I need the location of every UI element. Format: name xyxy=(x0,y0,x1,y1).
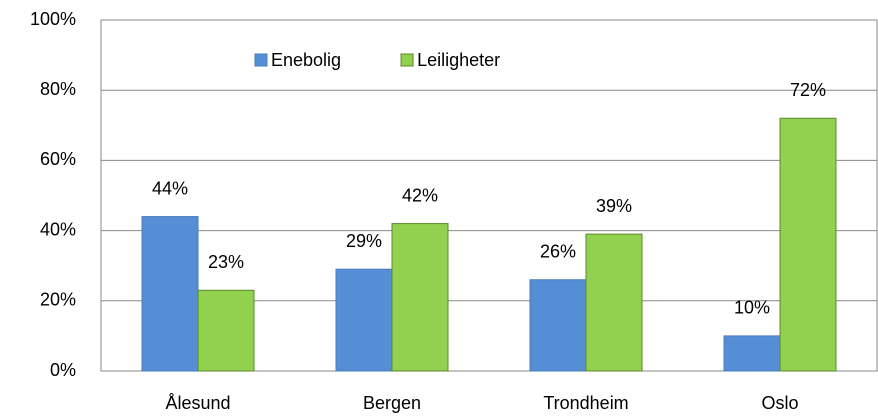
y-tick-label: 60% xyxy=(40,149,76,169)
legend-label: Enebolig xyxy=(271,50,341,70)
x-tick-label: Bergen xyxy=(363,393,421,413)
legend-label: Leiligheter xyxy=(417,50,500,70)
data-label: 29% xyxy=(346,231,382,251)
y-tick-label: 40% xyxy=(40,219,76,239)
data-label: 44% xyxy=(152,178,188,198)
bar xyxy=(335,268,393,372)
legend-swatch xyxy=(254,53,268,67)
data-label: 39% xyxy=(596,196,632,216)
data-label: 26% xyxy=(540,241,576,261)
data-label: 72% xyxy=(790,80,826,100)
bar xyxy=(141,216,199,372)
y-tick-label: 0% xyxy=(50,360,76,380)
bar xyxy=(197,289,255,372)
y-tick-label: 100% xyxy=(30,9,76,29)
x-tick-label: Trondheim xyxy=(543,393,628,413)
data-label: 23% xyxy=(208,252,244,272)
bar xyxy=(779,117,837,372)
legend-swatch xyxy=(400,53,414,67)
y-tick-label: 20% xyxy=(40,290,76,310)
x-tick-label: Ålesund xyxy=(165,393,230,413)
data-label: 10% xyxy=(734,298,770,318)
bar xyxy=(529,279,587,372)
y-tick-label: 80% xyxy=(40,79,76,99)
bar xyxy=(585,233,643,372)
bar xyxy=(391,223,449,372)
data-label: 42% xyxy=(402,185,438,205)
x-tick-label: Oslo xyxy=(761,393,798,413)
bar xyxy=(723,335,781,372)
